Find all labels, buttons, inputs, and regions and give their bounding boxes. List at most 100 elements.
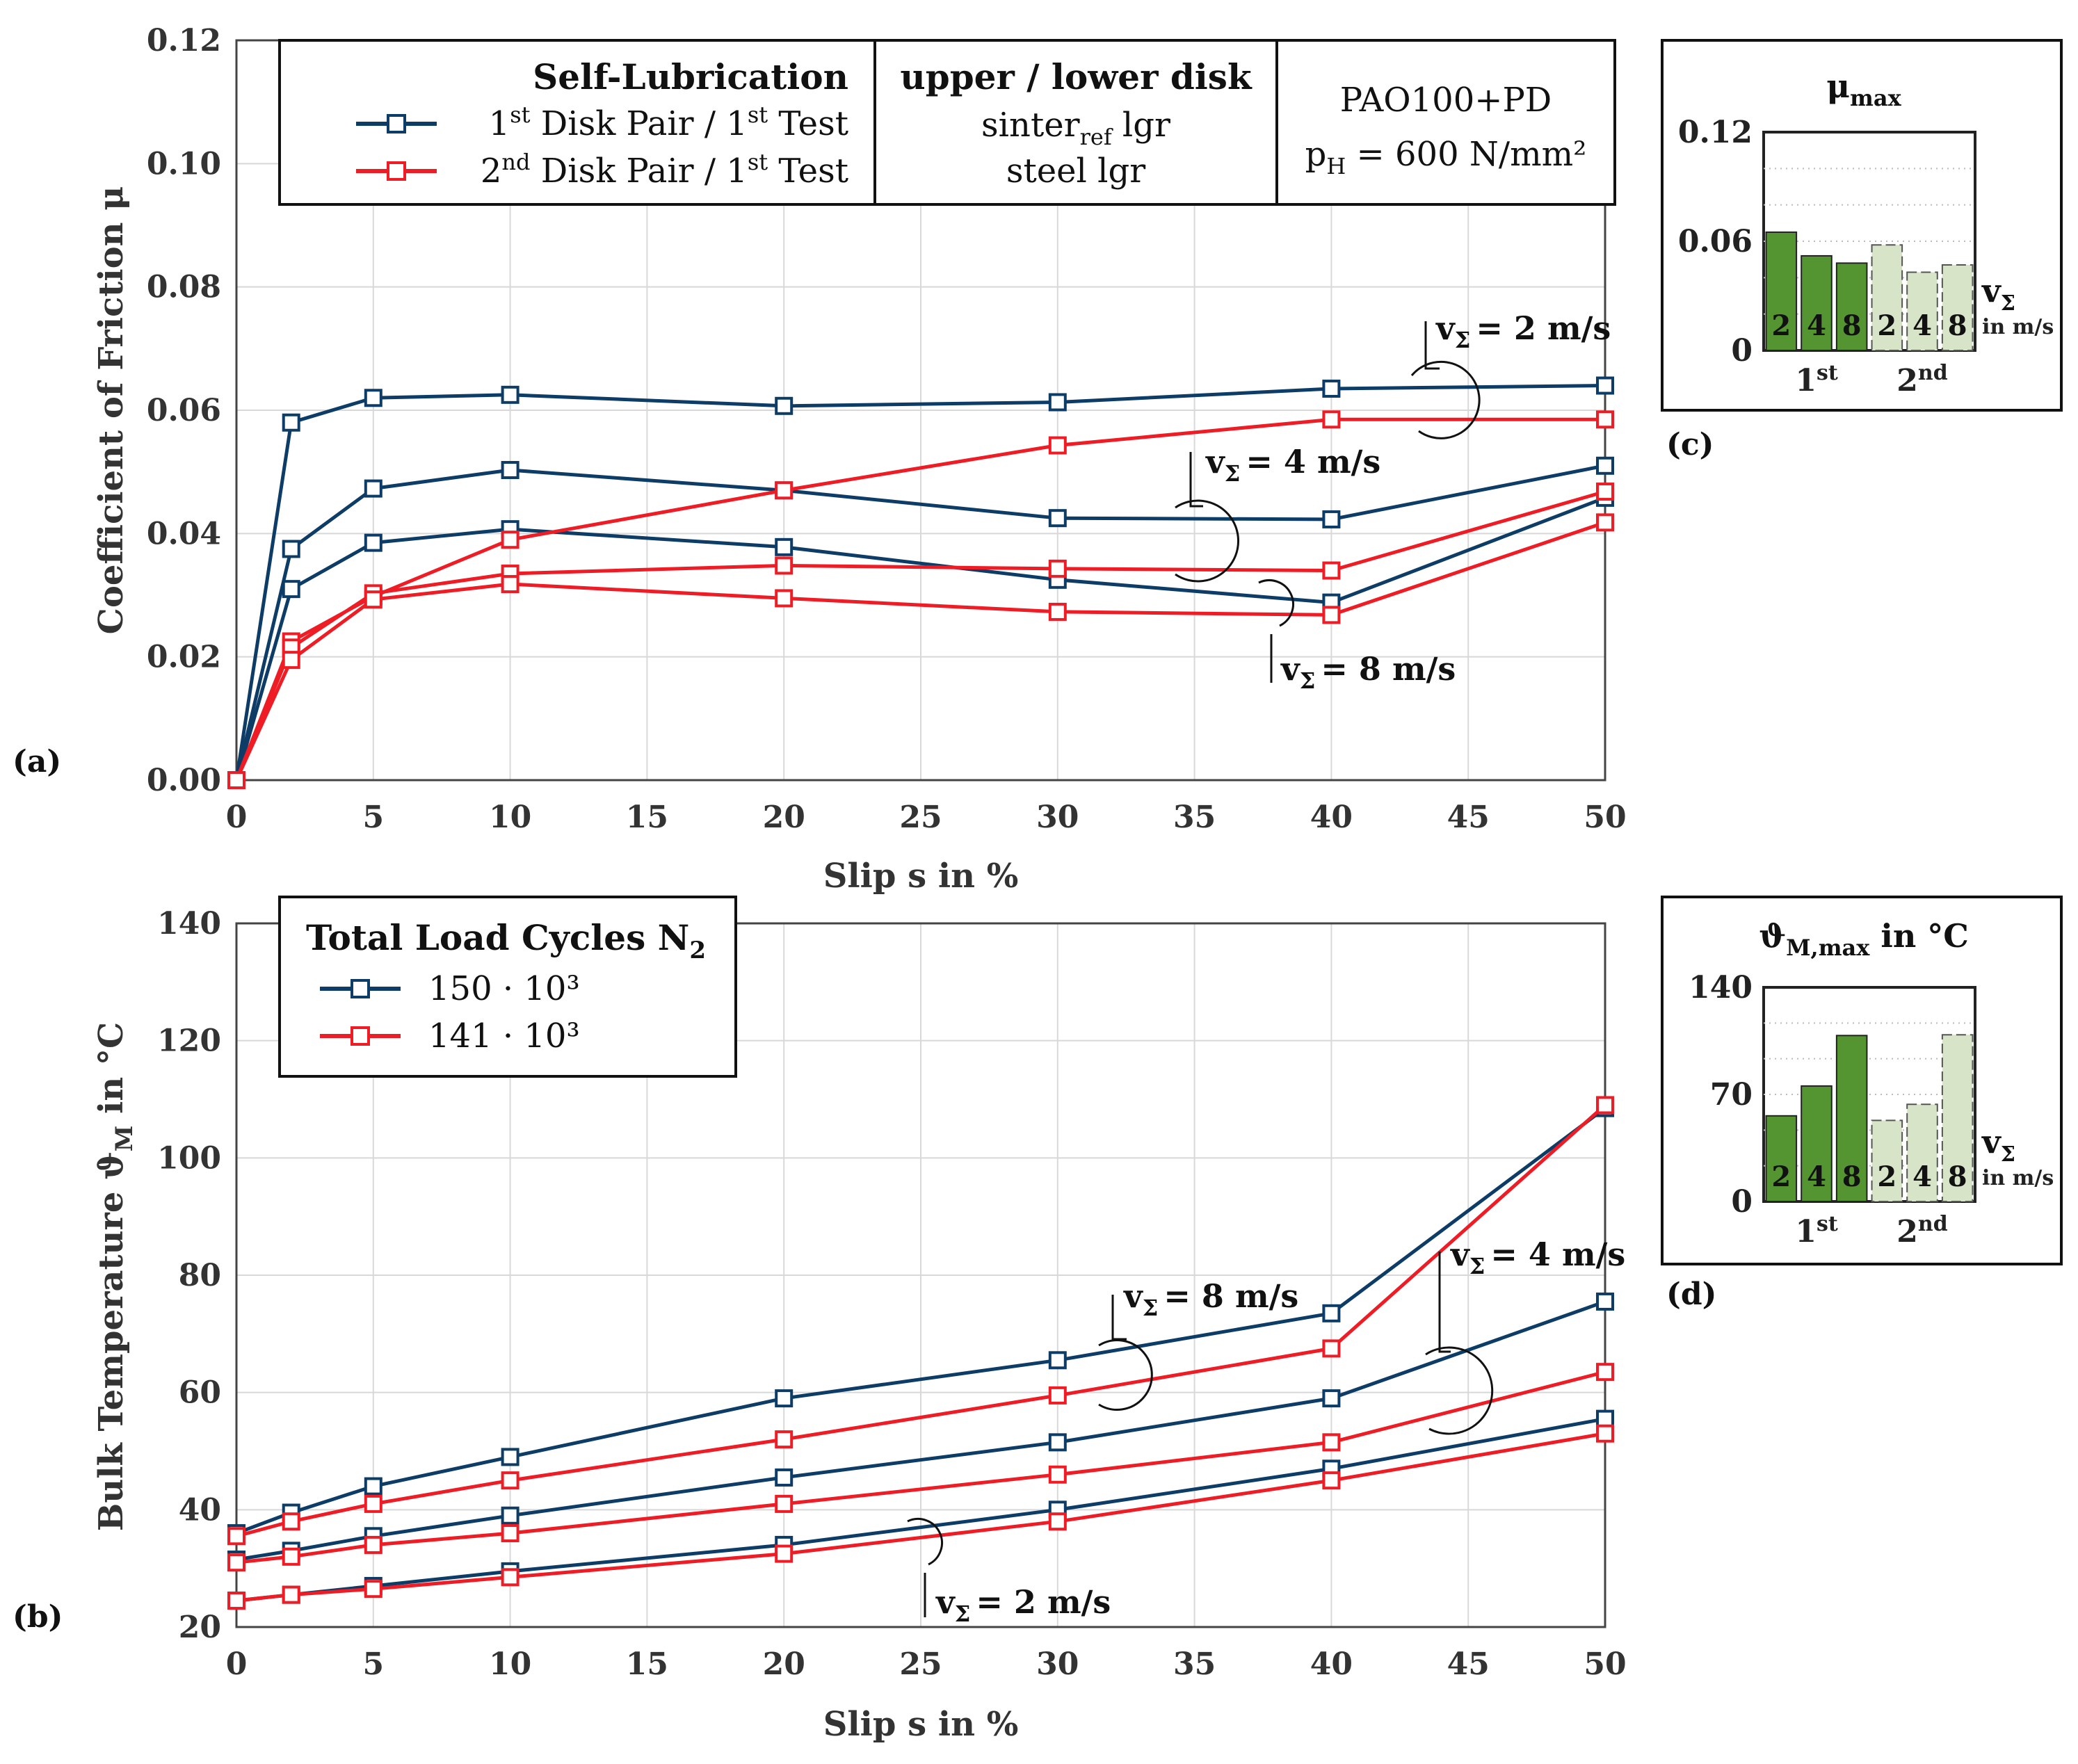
x-tick-label: 40 (1310, 800, 1353, 835)
data-point (501, 461, 520, 480)
legend-marker-2nd-disk (387, 161, 406, 181)
x-tick-label: 10 (489, 1646, 531, 1682)
friction-y-axis-label: Coefficient of Friction μ (92, 186, 131, 635)
data-point (1048, 436, 1067, 455)
series-3 (227, 1096, 1614, 1546)
temperature-legend-entry-150: 150 · 10³ (428, 969, 580, 1008)
max-temperature-inset-title: ϑM,max in °C (1759, 917, 1969, 961)
y-tick-label: 0.06 (147, 393, 221, 428)
data-point (775, 1430, 794, 1449)
inset-bar (1765, 1115, 1798, 1203)
series-line (234, 521, 1606, 782)
data-point (501, 1524, 520, 1543)
annotation-bracket-2ms-temp (907, 1518, 943, 1566)
data-point (364, 533, 382, 552)
x-tick-label: 20 (763, 1646, 805, 1682)
data-point (364, 1580, 382, 1599)
y-tick-label: 0.08 (147, 270, 221, 305)
x-tick-label: 30 (1036, 800, 1079, 835)
temperature-legend-marker-150 (351, 979, 370, 998)
inset-y-tick-label: 0.12 (1678, 115, 1753, 150)
y-tick-label: 120 (157, 1023, 221, 1059)
inset-bar (1871, 1119, 1903, 1203)
series-line (236, 1103, 1606, 1538)
temperature-legend-marker-141 (351, 1026, 370, 1046)
data-point (775, 1389, 794, 1408)
data-point (227, 771, 245, 789)
x-tick-label: 35 (1173, 800, 1216, 835)
legend-lower-disk: steel lgr (1006, 152, 1145, 191)
data-point (1322, 1339, 1341, 1358)
data-point (227, 1527, 245, 1546)
temperature-annotations (907, 1252, 1494, 1617)
inset-bar-label: 2 (1771, 309, 1791, 342)
x-tick-label: 45 (1447, 800, 1490, 835)
data-point (1596, 1292, 1614, 1311)
friction-series (227, 376, 1614, 789)
inset-y-tick-label: 0 (1731, 1184, 1753, 1220)
panel-label-c: (c) (1666, 427, 1714, 462)
y-tick-label: 60 (179, 1375, 221, 1411)
temperature-legend-entry-141: 141 · 10³ (428, 1017, 580, 1055)
annotation-bracket-4ms-temp (1425, 1346, 1494, 1435)
data-point (227, 1553, 245, 1572)
data-point (1322, 410, 1341, 429)
x-tick-label: 0 (226, 1646, 248, 1682)
data-point (1322, 510, 1341, 528)
data-point (1596, 1096, 1614, 1115)
x-tick-label: 45 (1447, 1646, 1490, 1682)
x-tick-label: 10 (489, 800, 531, 835)
inset-y-tick-label: 0.06 (1678, 224, 1753, 259)
data-point (1596, 456, 1614, 475)
data-point (282, 1512, 300, 1531)
inset-bar-label: 4 (1912, 309, 1932, 342)
data-point (501, 1448, 520, 1466)
annotation-8ms-temp: vΣ = 8 m/s (1123, 1277, 1298, 1321)
data-point (282, 1547, 300, 1566)
y-tick-label: 40 (179, 1492, 221, 1528)
data-point (775, 556, 794, 575)
legend-lubricant: PAO100+PD (1340, 81, 1552, 120)
x-tick-label: 20 (763, 800, 805, 835)
data-point (775, 1468, 794, 1487)
temperature-x-axis-label: Slip s in % (823, 1705, 1019, 1744)
annotation-4ms-temp: vΣ = 4 m/s (1450, 1236, 1625, 1279)
x-tick-label: 35 (1173, 1646, 1216, 1682)
temperature-legend-header: Total Load Cycles N2 (306, 917, 706, 964)
data-point (1322, 606, 1341, 624)
inset-bar (1941, 1034, 1974, 1202)
data-point (775, 481, 794, 500)
legend-header-self-lubrication: Self-Lubrication (533, 56, 848, 97)
friction-ticks: 0 5 10 15 20 25 30 35 40 45 50 0.00 0.02 0.04 0.06 0.08… (147, 23, 1627, 835)
x-tick-label: 30 (1036, 1646, 1079, 1682)
inset-bar (1871, 244, 1903, 351)
x-tick-label: 50 (1584, 800, 1626, 835)
data-point (501, 1568, 520, 1587)
max-temperature-side-label: vΣ (1981, 1123, 2015, 1167)
x-tick-label: 5 (362, 1646, 384, 1682)
data-point (364, 479, 382, 498)
data-point (1596, 1424, 1614, 1443)
series-4 (227, 1363, 1614, 1572)
data-point (1048, 1351, 1067, 1370)
y-tick-label: 0.00 (147, 763, 221, 798)
temperature-legend: Total Load Cycles N2 150 · 10³ 141 · 10³ (278, 896, 737, 1078)
inset-bar-label: 8 (1842, 309, 1862, 342)
max-friction-inset-title: μmax (1826, 67, 1901, 111)
inset-bar-label: 8 (1842, 1160, 1862, 1193)
data-point (775, 589, 794, 608)
temperature-chart: 0 5 10 15 20 25 30 35 40 45 50 20 40 60 80 100 120 140 To… (13, 896, 1627, 1744)
inset-group-label: 1st (1795, 1212, 1838, 1249)
inset-group-label: 2nd (1896, 361, 1947, 398)
series-1 (227, 456, 1614, 789)
x-tick-label: 15 (626, 800, 668, 835)
series-line (234, 464, 1606, 781)
temperature-plot-frame (235, 922, 1606, 1628)
annotation-2ms-friction: vΣ = 2 m/s (1435, 309, 1611, 353)
inset-bar-label: 4 (1912, 1160, 1932, 1193)
inset-y-tick-label: 0 (1731, 333, 1753, 369)
data-point (501, 385, 520, 404)
